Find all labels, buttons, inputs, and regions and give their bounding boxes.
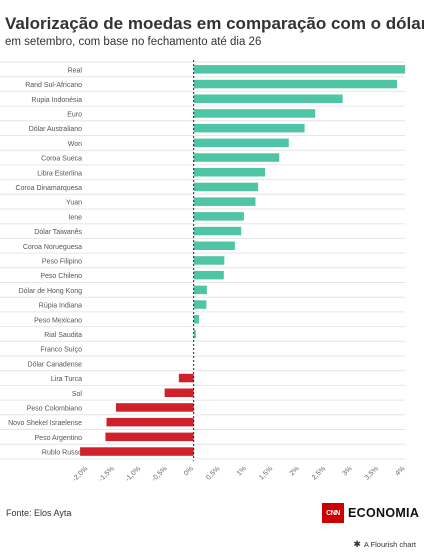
bar <box>193 241 235 250</box>
x-tick-label: 4% <box>394 465 406 477</box>
category-label: Dólar Canadense <box>28 361 83 368</box>
category-label: Iene <box>68 214 82 221</box>
cnn-logo-icon: CNN <box>322 503 344 523</box>
category-label: Dólar de Hong Kong <box>19 288 83 295</box>
bar <box>80 447 194 456</box>
bar <box>193 256 225 265</box>
x-tick-label: 0,5% <box>205 465 221 481</box>
category-label: Franco Suíço <box>40 347 82 354</box>
chart-footer: Fonte: Elos Ayta CNN ECONOMIA <box>0 490 424 532</box>
x-tick-label: 1% <box>236 465 248 477</box>
category-label: Peso Filipino <box>42 258 82 265</box>
flourish-star-icon: ✱ <box>353 539 361 549</box>
chart-title: Valorização de moedas em comparação com … <box>5 14 424 33</box>
bar <box>193 123 305 133</box>
category-label: Libra Esterlina <box>37 170 82 177</box>
bar <box>193 79 398 89</box>
category-label: Rúpia Indiana <box>39 303 82 310</box>
bar <box>193 226 242 236</box>
category-label: Euro <box>67 111 82 118</box>
x-tick-label: -0,5% <box>151 465 169 483</box>
bar <box>193 168 265 177</box>
x-tick-label: 2,5% <box>311 465 327 481</box>
bar <box>193 315 199 324</box>
category-label: Real <box>68 67 83 74</box>
category-label: Coroa Sueca <box>41 156 82 163</box>
category-label: Coroa Norueguesa <box>23 244 82 251</box>
category-label: Rand Sul-Africano <box>25 82 82 89</box>
x-tick-label: 3,5% <box>364 465 380 481</box>
category-label: Dólar Taiwanês <box>34 229 82 236</box>
bar <box>193 212 244 221</box>
bar <box>193 300 207 309</box>
cnn-economia-logo: CNN ECONOMIA <box>322 502 419 524</box>
chart-area: Real Rand Sul-Africano Rupia Indonésia Euro… <box>0 56 424 496</box>
category-label: Rial Saudita <box>44 332 82 339</box>
category-label: Rublo Russo <box>42 450 82 457</box>
category-label: Lira Turca <box>51 376 82 383</box>
x-tick-label: -1,0% <box>124 465 142 483</box>
economia-wordmark: ECONOMIA <box>348 506 420 520</box>
bar <box>193 182 259 192</box>
category-label: Peso Mexicano <box>34 317 82 324</box>
bar <box>105 432 194 442</box>
category-label: Peso Colombiano <box>27 405 82 412</box>
bar <box>116 403 194 412</box>
bar <box>193 94 343 103</box>
category-label: Novo Shekel Israelense <box>8 420 82 427</box>
category-label: Sol <box>72 391 83 398</box>
bar <box>193 329 196 339</box>
category-label: Peso Argentino <box>35 435 83 442</box>
bar <box>193 285 207 295</box>
x-tick-label: 3% <box>341 465 353 477</box>
category-label: Dólar Australiano <box>29 126 82 133</box>
bar <box>193 270 224 280</box>
category-label: Rupia Indonésia <box>31 97 82 104</box>
category-label: Peso Chileno <box>40 273 82 280</box>
flourish-credit[interactable]: ✱ A Flourish chart <box>353 539 416 550</box>
category-label: Won <box>68 141 82 148</box>
chart-subtitle: em setembro, com base no fechamento até … <box>5 36 262 48</box>
bar-chart: Real Rand Sul-Africano Rupia Indonésia Euro… <box>0 60 406 483</box>
flourish-credit-label: A Flourish chart <box>363 540 416 549</box>
category-label: Coroa Dinamarquesa <box>15 185 82 192</box>
bar <box>178 373 194 383</box>
x-tick-label: 1,5% <box>258 465 274 481</box>
x-tick-label: 2% <box>289 465 301 477</box>
source-note: Fonte: Elos Ayta <box>6 508 72 518</box>
category-label: Yuan <box>66 200 82 207</box>
bar <box>193 109 316 118</box>
x-tick-label: 0% <box>183 465 195 477</box>
bar <box>193 197 256 206</box>
bar <box>106 417 194 427</box>
bar <box>193 65 405 74</box>
x-tick-label: -2,0% <box>72 465 90 483</box>
x-tick-label: -1,5% <box>98 465 116 483</box>
bar <box>193 153 280 162</box>
bar <box>193 138 289 148</box>
bar <box>164 388 194 397</box>
